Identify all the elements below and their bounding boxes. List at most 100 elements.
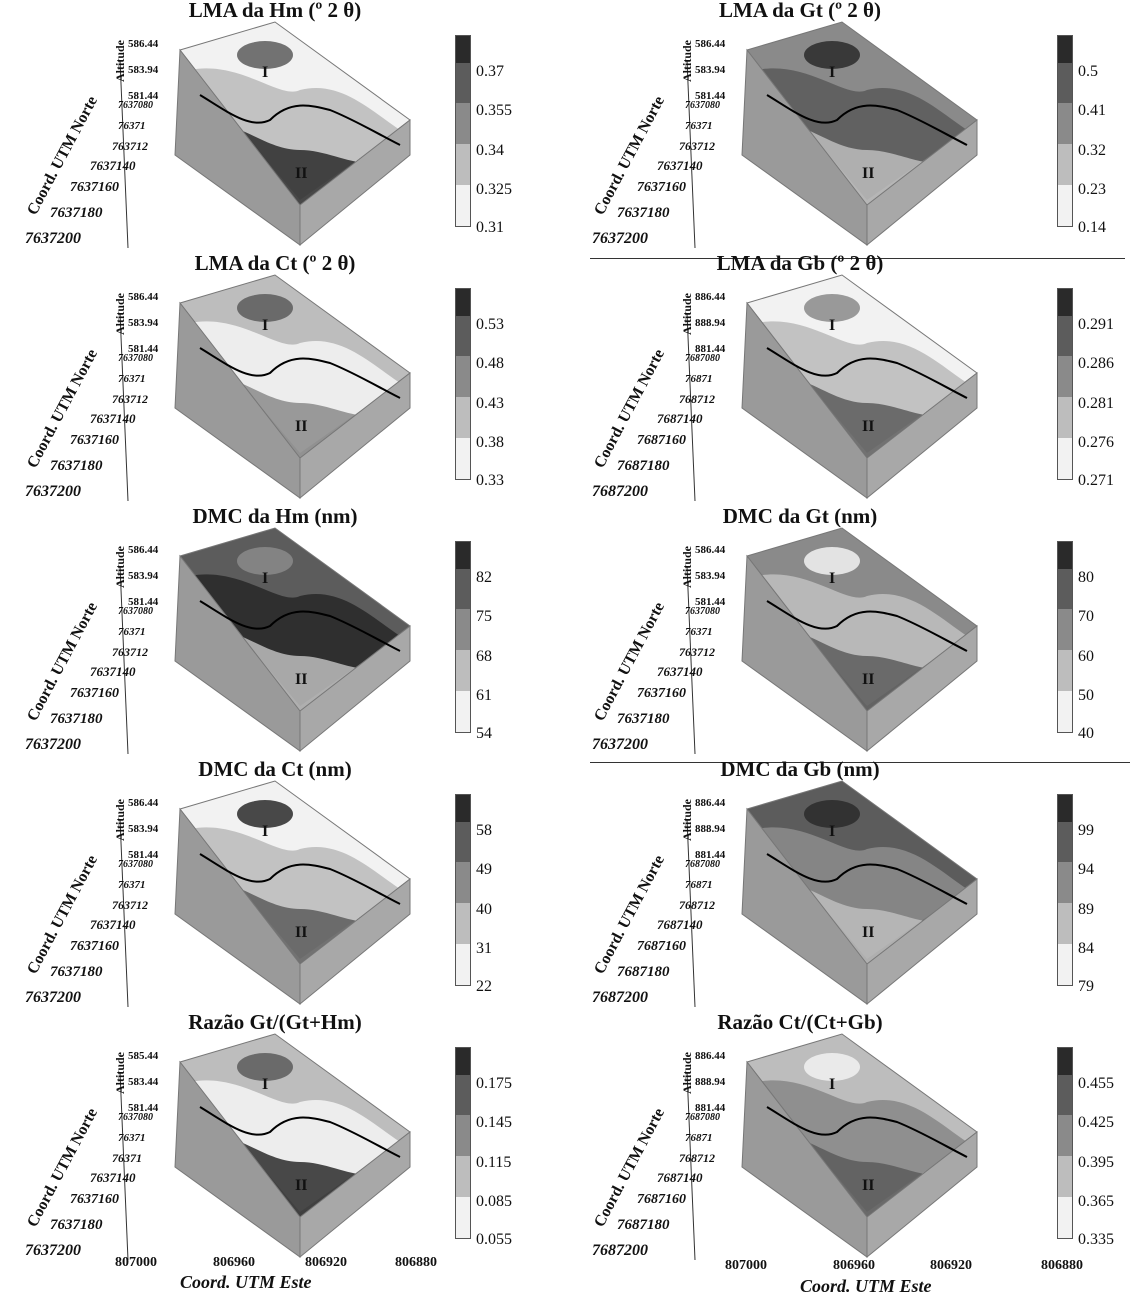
legend-value: 89 [1078, 901, 1094, 918]
zone-boundary-line [199, 347, 401, 399]
east-tick: 806920 [930, 1258, 972, 1273]
altitude-axis-label: Altitude [680, 293, 694, 335]
north-tick: 763712 [112, 392, 148, 406]
zone-label-i: I [262, 317, 269, 334]
altitude-tick: 881.44 [695, 1102, 726, 1114]
altitude-tick: 581.44 [128, 596, 159, 608]
legend-value: 0.455 [1078, 1075, 1114, 1092]
legend-value: 70 [1078, 608, 1094, 625]
north-tick: 76371 [118, 120, 146, 132]
legend-value: 0.33 [476, 472, 504, 489]
block-right-face [299, 1130, 411, 1259]
north-tick: 7687160 [637, 1192, 686, 1207]
zone-label-ii: II [862, 165, 875, 182]
north-tick: 76371 [685, 120, 713, 132]
zone-boundary-line [199, 600, 401, 652]
legend-value: 0.43 [476, 395, 504, 412]
east-tick: 807000 [725, 1258, 767, 1273]
north-tick: 7637140 [90, 917, 136, 932]
north-tick: 7637140 [90, 664, 136, 679]
surface-region [804, 1053, 860, 1081]
block-diagram [686, 21, 978, 249]
altitude-tick: 881.44 [695, 849, 726, 861]
map-panel: Razão Gt/(Gt+Hm) Altitude Coord. UTM Nor… [0, 1012, 566, 1267]
altitude-axis-label: Altitude [680, 799, 694, 841]
altitude-tick: 581.44 [695, 596, 726, 608]
zone-label-ii: II [295, 924, 308, 941]
legend-value: 0.32 [1078, 142, 1106, 159]
zone-label-ii: II [295, 165, 308, 182]
north-tick: 76871 [685, 1132, 713, 1144]
north-tick: 7687140 [657, 917, 703, 932]
north-tick: 76371 [118, 626, 146, 638]
legend-value: 40 [476, 901, 492, 918]
altitude-tick: 583.94 [695, 64, 726, 76]
zone-label-ii: II [862, 671, 875, 688]
legend-value: 0.53 [476, 316, 504, 333]
legend-value: 0.271 [1078, 472, 1114, 489]
north-tick: 7637080 [685, 100, 720, 111]
color-scale-bar [455, 1047, 471, 1239]
legend-value: 0.291 [1078, 316, 1114, 333]
altitude-tick: 586.44 [128, 797, 159, 809]
north-tick: 7637200 [25, 1242, 81, 1259]
north-tick: 7637160 [70, 180, 119, 195]
surface-region [804, 800, 860, 828]
zone-boundary-line [199, 94, 401, 146]
zone-boundary-line [766, 347, 968, 399]
altitude-tick: 888.94 [695, 317, 726, 329]
altitude-tick: 583.94 [695, 570, 726, 582]
surface-region [237, 41, 293, 69]
surface-region [804, 41, 860, 69]
north-tick: 7637140 [657, 664, 703, 679]
panel-title: DMC da Hm (nm) [192, 506, 358, 528]
legend-value: 58 [476, 822, 492, 839]
panel-title: DMC da Ct (nm) [198, 759, 352, 781]
north-tick: 7687180 [617, 458, 670, 474]
altitude-tick: 888.94 [695, 1076, 726, 1088]
legend-value: 50 [1078, 687, 1094, 704]
north-tick: 7637080 [118, 100, 153, 111]
north-tick: 76871 [685, 373, 713, 385]
block-diagram [119, 21, 411, 249]
north-tick: 7637140 [90, 1170, 136, 1185]
north-tick: 768712 [679, 1151, 715, 1165]
north-tick: 7637080 [118, 353, 153, 364]
north-tick: 7637180 [50, 458, 103, 474]
map-panel: LMA da Gb (º 2 θ) Altitude Coord. UTM No… [567, 253, 1133, 508]
surface-region [757, 1080, 967, 1212]
zone-boundary-line [766, 600, 968, 652]
north-tick: 7637080 [118, 859, 153, 870]
zone-boundary-line [766, 853, 968, 905]
north-tick: 763712 [679, 645, 715, 659]
north-axis-line [686, 818, 696, 1008]
north-tick: 7687080 [685, 1112, 720, 1123]
legend-value: 0.48 [476, 355, 504, 372]
legend-value: 0.37 [476, 63, 504, 80]
zone-label-i: I [262, 570, 269, 587]
surface-region [237, 800, 293, 828]
legend-value: 0.055 [476, 1231, 512, 1248]
north-axis-line [119, 59, 129, 249]
north-tick: 7637080 [118, 606, 153, 617]
panel-title: LMA da Ct (º 2 θ) [194, 253, 356, 275]
north-tick: 7637140 [90, 158, 136, 173]
north-axis-line [119, 818, 129, 1008]
block-right-face [299, 877, 411, 1006]
map-panel: LMA da Hm (º 2 θ) Altitude Coord. UTM No… [0, 0, 566, 255]
zone-label-i: I [262, 823, 269, 840]
surface-region [190, 68, 400, 201]
east-tick: 806880 [1041, 1258, 1083, 1273]
altitude-tick: 581.44 [695, 90, 726, 102]
legend-value: 0.14 [1078, 219, 1106, 236]
altitude-tick: 581.44 [128, 90, 159, 102]
color-scale-bar [455, 288, 471, 480]
north-tick: 7637080 [118, 1112, 153, 1123]
east-axis-label-right: Coord. UTM Este [800, 1276, 932, 1296]
east-tick: 806920 [305, 1255, 347, 1270]
legend-value: 0.425 [1078, 1114, 1114, 1131]
north-tick: 76371 [118, 1132, 146, 1144]
surface-region [757, 321, 967, 453]
east-tick: 806880 [395, 1255, 437, 1270]
north-tick: 7637160 [70, 433, 119, 448]
